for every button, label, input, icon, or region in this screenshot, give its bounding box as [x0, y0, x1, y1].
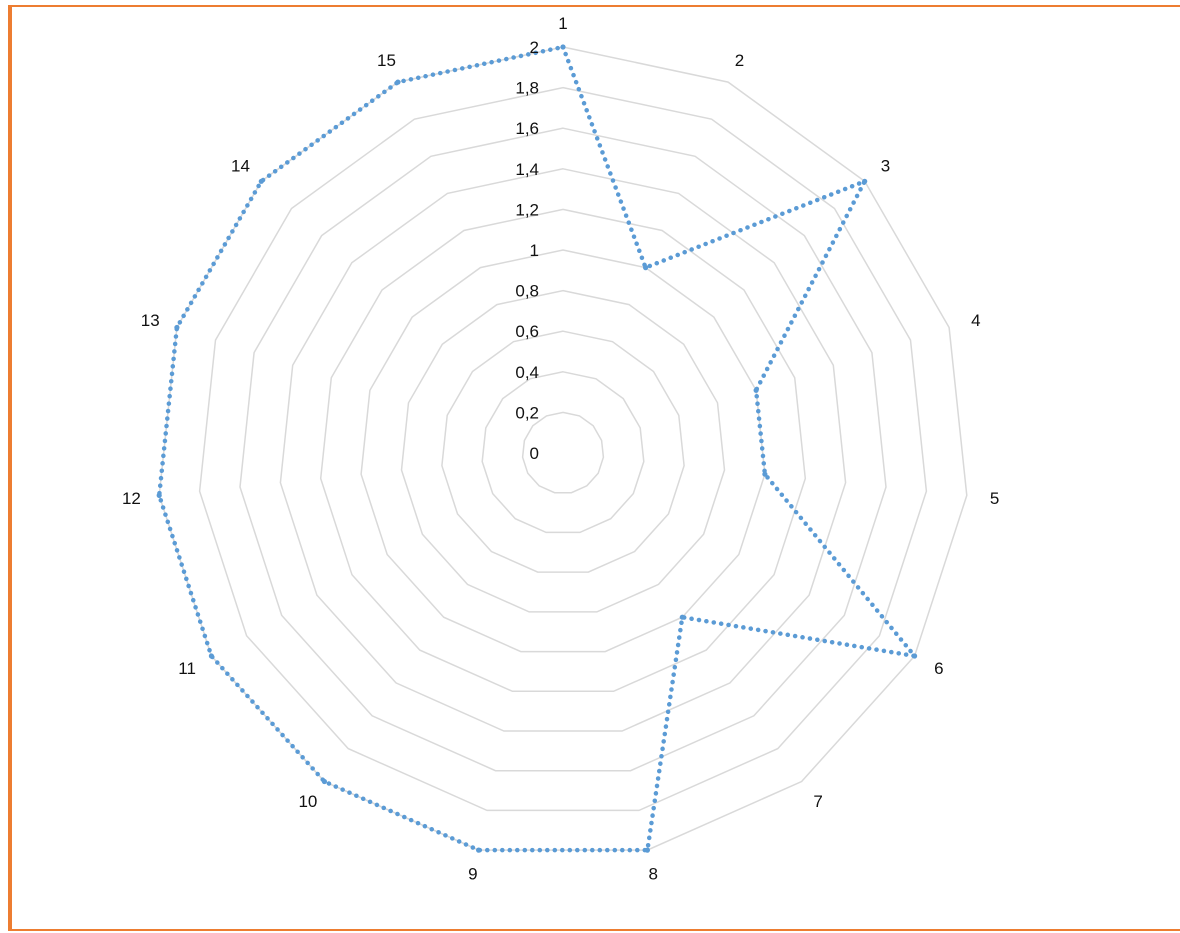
category-label: 6 — [934, 659, 943, 678]
category-label: 2 — [735, 51, 744, 70]
radial-tick-label: 1,8 — [515, 79, 539, 98]
series-point — [644, 847, 651, 853]
series-point — [560, 44, 566, 50]
radial-tick-label: 1,2 — [515, 200, 539, 219]
radial-tick-label: 1,4 — [515, 160, 539, 179]
category-label: 5 — [990, 489, 999, 508]
series-point — [174, 324, 180, 331]
grid-ring — [319, 208, 807, 693]
grid-ring — [441, 330, 685, 573]
series-line — [156, 44, 917, 853]
category-label: 8 — [648, 865, 657, 884]
category-label: 10 — [298, 792, 317, 811]
series-point — [753, 387, 759, 393]
chart-frame — [8, 5, 1180, 931]
series-point — [476, 847, 482, 853]
series-point — [156, 492, 162, 498]
category-label: 11 — [178, 659, 196, 678]
radial-tick-label: 0,6 — [515, 322, 539, 341]
grid-ring — [481, 371, 645, 534]
grid-ring — [400, 289, 726, 613]
series-point — [762, 471, 768, 477]
series-point — [862, 178, 868, 184]
category-label: 9 — [468, 865, 477, 884]
radial-tick-label: 0,8 — [515, 282, 539, 301]
series-point — [208, 653, 214, 659]
category-label: 1 — [558, 14, 567, 33]
grid-ring — [521, 411, 605, 494]
grid-ring — [360, 249, 766, 653]
radial-tick-labels: 0 0,2 0,4 0,6 0,8 1 1,2 1,4 1,6 1,8 2 — [515, 38, 539, 463]
category-label: 3 — [881, 156, 890, 175]
category-label: 12 — [122, 489, 141, 508]
grid-ring — [279, 168, 847, 732]
radial-tick-label: 1,6 — [515, 119, 539, 138]
grid-ring — [239, 127, 887, 772]
series-point — [679, 614, 685, 620]
category-label: 15 — [377, 51, 396, 70]
radial-tick-label: 2 — [530, 38, 539, 57]
series-point — [643, 265, 649, 271]
series-layer — [156, 44, 918, 853]
category-label: 14 — [231, 156, 250, 175]
radial-tick-label: 1 — [530, 241, 539, 260]
series-point — [258, 178, 264, 184]
category-label: 4 — [971, 311, 980, 330]
category-label: 7 — [813, 792, 822, 811]
grid-ring — [198, 86, 928, 812]
series-point — [912, 653, 918, 659]
radial-tick-label: 0,4 — [515, 363, 539, 382]
radar-grid — [158, 46, 968, 851]
series-point — [395, 79, 401, 85]
series-point — [321, 778, 327, 785]
radial-tick-label: 0,2 — [515, 403, 539, 422]
category-label: 13 — [141, 311, 160, 330]
radial-tick-label: 0 — [530, 444, 539, 463]
